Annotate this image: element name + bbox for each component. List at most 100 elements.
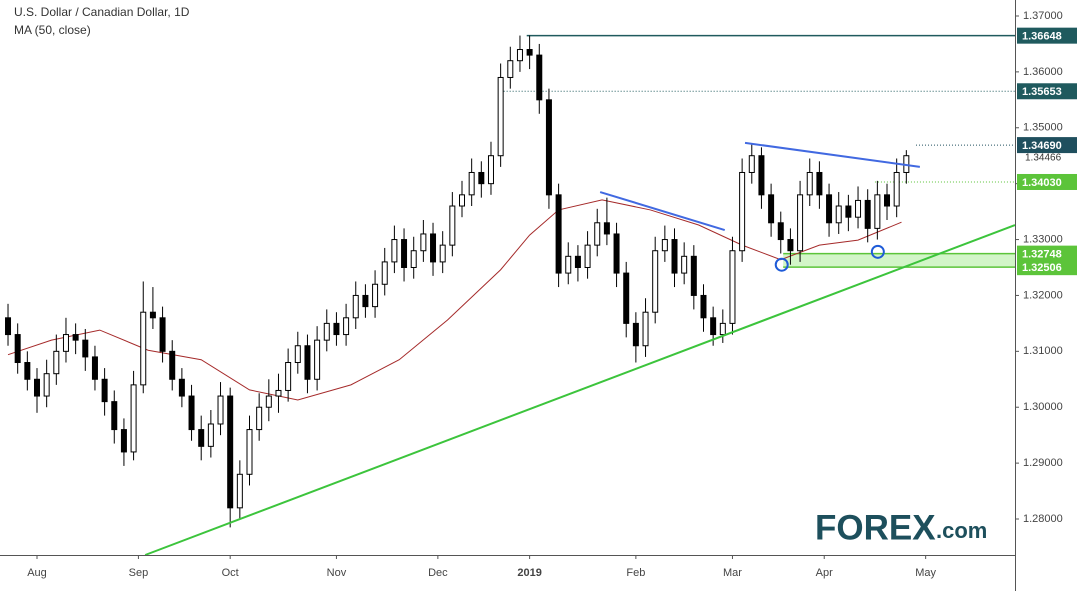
candle-body [207,423,214,447]
candle-body [478,171,485,185]
candle-body [91,356,98,380]
candle-body [372,283,379,308]
level-tag [1017,259,1077,276]
level-tag [1017,137,1077,154]
candle-body [507,60,514,78]
candle-body [536,54,543,101]
x-tick-label: Oct [222,567,239,579]
y-tick-label: 1.29000 [1023,457,1063,469]
candle-body [884,194,891,207]
y-tick-label: 1.35000 [1023,122,1063,134]
candle-body [574,255,581,268]
candle-body [82,339,89,358]
candle-body [700,294,707,319]
candle-body [275,389,282,397]
y-tick-label: 1.37000 [1023,10,1063,22]
candle-body [487,155,494,185]
x-tick-label: Feb [626,567,645,579]
candle-body [120,429,127,453]
candle-body [642,311,649,347]
candle-body [420,233,427,252]
candle-body [62,334,69,352]
candle-body [864,199,871,229]
candle-body [391,239,398,263]
trend-line [599,191,726,232]
candle-body [449,205,456,246]
candle-body [410,250,417,268]
candle-body [314,339,321,380]
candle-body [497,76,504,157]
x-tick-label: Mar [723,567,742,579]
level-tag [1017,27,1077,44]
candle-body [545,99,552,196]
candle-body [690,255,697,296]
logo-suffix: .com [936,518,987,543]
x-tick-label: Nov [327,567,347,579]
level-tag-label: 1.34030 [1022,177,1062,189]
candle-body [623,272,630,324]
level-tag-label: 1.34690 [1022,140,1062,152]
trend-line [744,141,920,168]
plot-area [5,34,1016,556]
candle-body [430,233,437,263]
y-tick-label: 1.28000 [1023,513,1063,525]
candle-body [188,395,195,431]
candle-body [236,473,243,509]
candle-body [816,171,823,196]
level-tag [1017,83,1077,100]
candle-body [169,350,176,380]
y-tick-label: 1.30000 [1023,401,1063,413]
marker-circle [870,244,885,259]
candle-body [343,317,350,336]
candle-body [845,205,852,218]
y-tick-label: 1.31000 [1023,345,1063,357]
candle-body [178,378,185,397]
level-tag-label: 1.35653 [1022,86,1062,98]
candle-body [285,362,292,391]
candle-body [72,334,79,341]
candle-body [777,222,784,241]
candle-body [739,171,746,252]
candle-body [227,395,234,509]
candle-body [5,317,12,336]
level-tag [1017,245,1077,262]
candle-body [652,250,659,313]
x-tick-label: Sep [129,567,149,579]
level-tag-label: 1.32506 [1022,262,1062,274]
candle-body [758,155,765,196]
candle-body [149,311,156,319]
candle-body [855,199,862,218]
x-tick-label: Apr [816,567,833,579]
candle-body [797,194,804,252]
candle-body [352,294,359,319]
x-tick-label: Dec [428,567,448,579]
moving-average [7,199,902,401]
candle-body [198,429,205,447]
candle-body [584,244,591,268]
candle-body [719,322,726,336]
candle-body [603,222,610,235]
candle-body [246,429,253,475]
candle-body [468,171,475,196]
candle-body [33,378,40,397]
level-tag [1017,173,1077,190]
candle-body [362,294,369,308]
candle-body [661,239,668,252]
candle-body [729,250,736,324]
candle-body [555,194,562,274]
logo: FOREX [815,508,936,547]
level-tag-label: 1.32748 [1022,249,1062,261]
candle-body [294,345,301,364]
candle-body [874,194,881,229]
candle-body [526,49,533,56]
candle-body [43,373,50,397]
y-tick-label: 1.33000 [1023,233,1063,245]
candle-body [381,261,388,285]
candle-body [806,171,813,196]
x-tick-label: 2019 [517,567,541,579]
marker-circle [774,257,789,272]
candle-body [439,244,446,263]
candle-body [159,317,166,352]
candle-body [671,239,678,274]
level-tag-label: 1.36648 [1022,31,1062,43]
